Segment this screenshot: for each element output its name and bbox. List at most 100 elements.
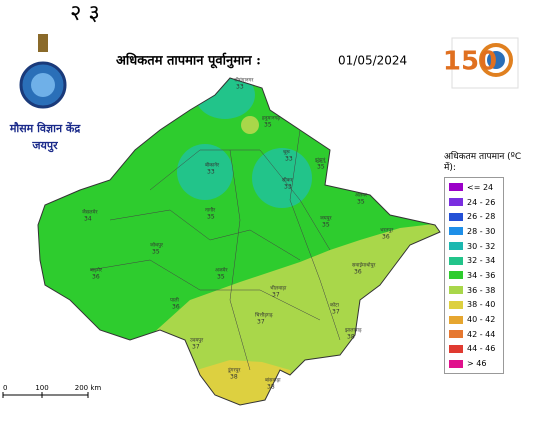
org-name: मौसम विज्ञान केंद्र — [9, 121, 82, 135]
district-name: झुंझुनूं — [315, 157, 326, 164]
legend-item: 28 - 30 — [449, 224, 499, 239]
legend-label: 28 - 30 — [467, 226, 496, 236]
legend-label: 44 - 46 — [467, 344, 496, 354]
district-value: 36 — [382, 234, 390, 241]
district-name: चूरू — [283, 150, 290, 156]
district-value: 36 — [172, 304, 180, 311]
legend-swatch — [449, 315, 463, 324]
top-text: २ ३ — [70, 1, 100, 26]
district-name: जयपुर — [320, 216, 332, 222]
district-value: 33 — [285, 156, 293, 163]
legend-swatch — [449, 286, 463, 295]
district-name: भीलवाड़ा — [270, 285, 287, 292]
district-name: अलवर — [355, 193, 368, 199]
district-value: 38 — [267, 384, 275, 391]
district-name: झालावाड़ — [345, 328, 362, 334]
district-value: 33 — [207, 169, 215, 176]
district-name: डूंगरपुर — [227, 367, 241, 374]
district-name: श्रीगंगानगर — [234, 77, 254, 84]
imd-logo — [19, 34, 67, 109]
district-value: 38 — [347, 334, 355, 341]
district-name: बाड़मेर — [90, 267, 103, 274]
district-value: 37 — [332, 309, 340, 316]
district-name: नागौर — [205, 207, 216, 214]
legend-label: 32 - 34 — [467, 256, 496, 266]
district-value: 35 — [217, 274, 225, 281]
legend-swatch — [449, 227, 463, 236]
district-name: भरतपुर — [380, 228, 394, 234]
district-value: 35 — [152, 249, 160, 256]
legend-item: 44 - 46 — [449, 342, 499, 357]
legend-swatch — [449, 344, 463, 353]
legend-swatch — [449, 212, 463, 221]
legend-box: <= 24 24 - 26 26 - 28 28 - 30 30 - 32 32 - 34… — [444, 177, 504, 374]
legend-item: 32 - 34 — [449, 253, 499, 268]
district-name: बांसवाड़ा — [265, 377, 281, 384]
district-name: जोधपुर — [150, 242, 164, 249]
legend-item: 42 - 44 — [449, 327, 499, 342]
legend-swatch — [449, 256, 463, 265]
district-name: चित्तौड़गढ़ — [255, 312, 273, 319]
district-value: 36 — [92, 274, 100, 281]
district-value: 35 — [317, 164, 325, 171]
legend-item: > 46 — [449, 356, 499, 371]
legend-item: 30 - 32 — [449, 239, 499, 254]
legend-label: 30 - 32 — [467, 241, 496, 251]
state-border — [37, 77, 441, 406]
legend-title: अधिकतम तापमान (ºC में): — [444, 152, 522, 173]
district-value: 37 — [272, 292, 280, 299]
district-value: 35 — [357, 199, 365, 206]
map-date: 01/05/2024 — [338, 54, 407, 68]
legend-label: 36 - 38 — [467, 285, 496, 295]
legend-swatch — [449, 359, 463, 368]
legend-item: 40 - 42 — [449, 312, 499, 327]
district-name: सीकर — [282, 177, 294, 184]
district-name: सवाईमाधोपुर — [352, 262, 376, 269]
legend: अधिकतम तापमान (ºC में): <= 24 24 - 26 26 -… — [444, 152, 532, 374]
legend-swatch — [449, 242, 463, 251]
legend-label: 42 - 44 — [467, 329, 496, 339]
legend-label: <= 24 — [467, 182, 494, 192]
legend-swatch — [449, 198, 463, 207]
legend-item: 24 - 26 — [449, 195, 499, 210]
legend-swatch — [449, 330, 463, 339]
legend-item: <= 24 — [449, 180, 499, 195]
legend-label: 38 - 40 — [467, 300, 496, 310]
map-title: अधिकतम तापमान पूर्वानुमान : — [116, 53, 261, 69]
legend-swatch — [449, 300, 463, 309]
district-name: कोटा — [330, 302, 340, 309]
district-value: 33 — [236, 84, 244, 91]
district-name: हनुमानगढ़ — [262, 116, 280, 122]
district-name: अजमेर — [215, 267, 229, 274]
district-name: जैसलमेर — [82, 209, 98, 216]
legend-swatch — [449, 271, 463, 280]
scale-label: 0 — [3, 384, 7, 392]
anniversary-logo — [451, 37, 519, 89]
legend-label: 24 - 26 — [467, 197, 496, 207]
district-value: 33 — [284, 184, 292, 191]
district-value: 37 — [192, 344, 200, 351]
district-name: बीकानेर — [205, 162, 220, 169]
scale-label: 100 — [35, 384, 48, 392]
district-name: उदयपुर — [190, 338, 204, 344]
legend-item: 36 - 38 — [449, 283, 499, 298]
legend-item: 34 - 36 — [449, 268, 499, 283]
legend-label: 34 - 36 — [467, 270, 496, 280]
scale-label: 200 km — [75, 384, 102, 392]
legend-label: 26 - 28 — [467, 212, 496, 222]
legend-label: 40 - 42 — [467, 315, 496, 325]
district-value: 36 — [354, 269, 362, 276]
district-value: 35 — [264, 122, 272, 129]
temperature-zones — [38, 78, 440, 405]
district-value: 35 — [322, 222, 330, 229]
legend-swatch — [449, 183, 463, 192]
district-name: पाली — [170, 297, 180, 304]
district-value: 38 — [230, 374, 238, 381]
legend-label: > 46 — [467, 359, 487, 369]
org-city: जयपुर — [31, 139, 58, 153]
legend-item: 26 - 28 — [449, 209, 499, 224]
district-borders — [89, 129, 341, 371]
district-value: 37 — [257, 319, 265, 326]
